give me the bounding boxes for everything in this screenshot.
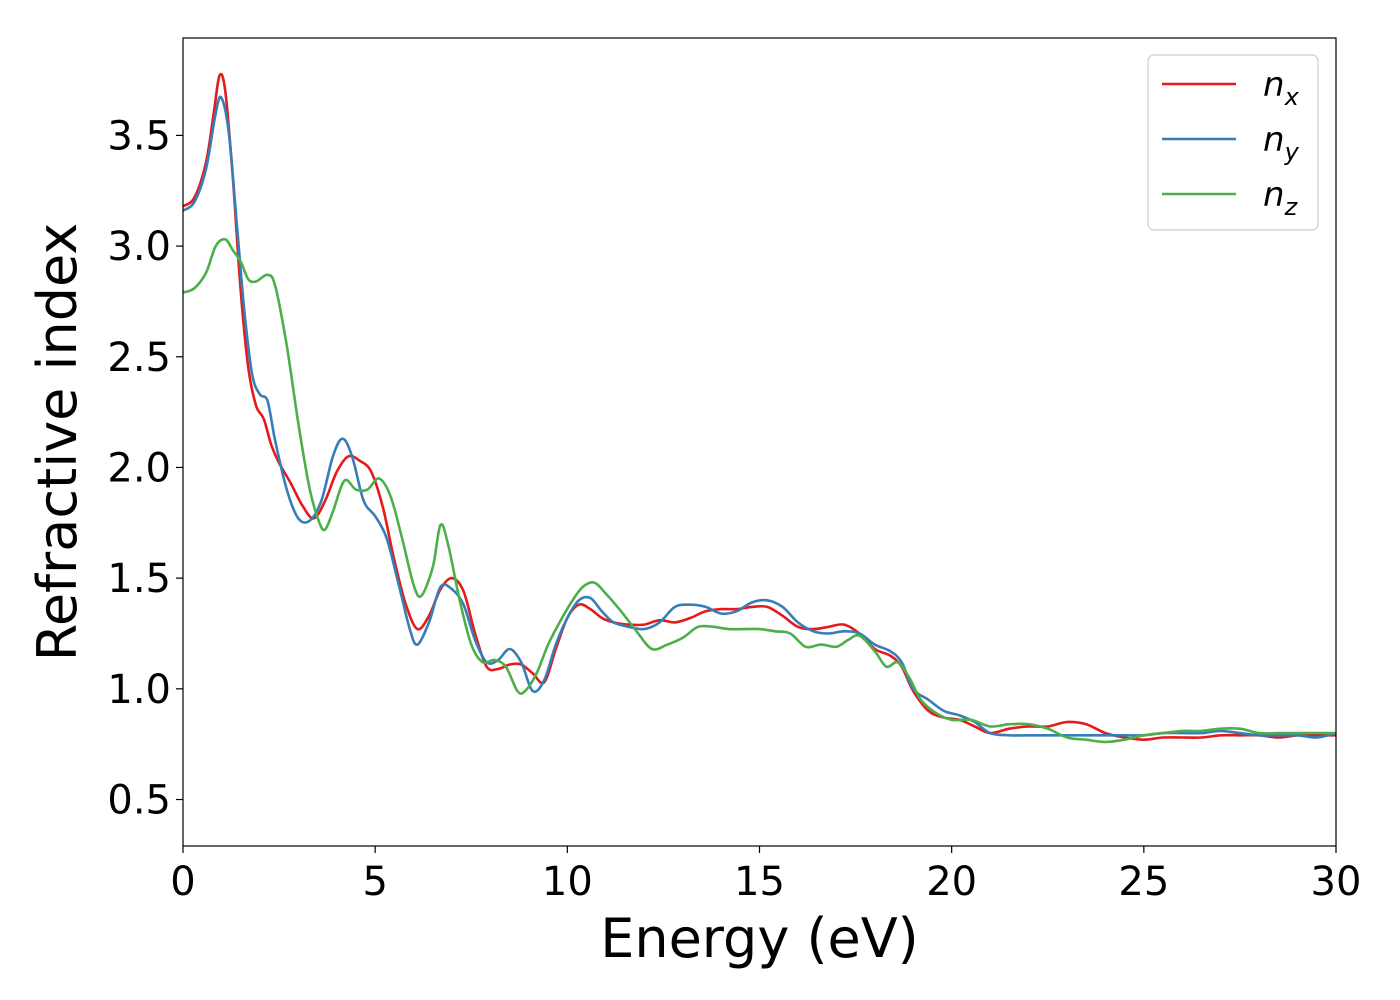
y-tick-label: 1.0 (107, 667, 171, 713)
legend-box (1147, 54, 1319, 231)
series-layer (183, 72, 1336, 744)
legend-label-base: n (1263, 65, 1285, 105)
legend-label-y: ny (1263, 120, 1300, 166)
legend-label-base: n (1263, 175, 1285, 215)
x-tick-label: 0 (170, 859, 195, 905)
x-axis-ticks: 0 5 10 15 20 25 30 (170, 846, 1361, 905)
x-tick-label: 25 (1118, 859, 1169, 905)
x-axis-label: Energy (eV) (600, 907, 919, 970)
legend-label-x: nx (1263, 65, 1300, 111)
x-tick-label: 30 (1311, 859, 1362, 905)
y-tick-label: 0.5 (107, 778, 171, 824)
series-line-y (183, 95, 1336, 739)
y-axis-ticks: 0.5 1.0 1.5 2.0 2.5 3.0 3.5 (107, 113, 183, 824)
x-tick-label: 5 (362, 859, 387, 905)
x-tick-label: 15 (734, 859, 785, 905)
legend-label-base: n (1263, 120, 1285, 160)
legend-label-subscript: z (1284, 193, 1299, 221)
plot-background (183, 38, 1336, 846)
series-line-z (183, 237, 1336, 744)
y-tick-label: 2.0 (107, 445, 171, 491)
x-tick-label: 20 (926, 859, 977, 905)
y-axis-label: Refractive index (26, 223, 89, 662)
y-tick-label: 2.5 (107, 335, 171, 381)
y-tick-label: 3.5 (107, 113, 171, 159)
y-tick-label: 3.0 (107, 224, 171, 270)
legend-label-subscript: x (1284, 83, 1300, 111)
x-tick-label: 10 (542, 859, 593, 905)
y-tick-label: 1.5 (107, 556, 171, 602)
series-line-x (183, 72, 1336, 741)
legend-label-z: nz (1263, 175, 1299, 221)
legend-label-subscript: y (1284, 138, 1300, 166)
